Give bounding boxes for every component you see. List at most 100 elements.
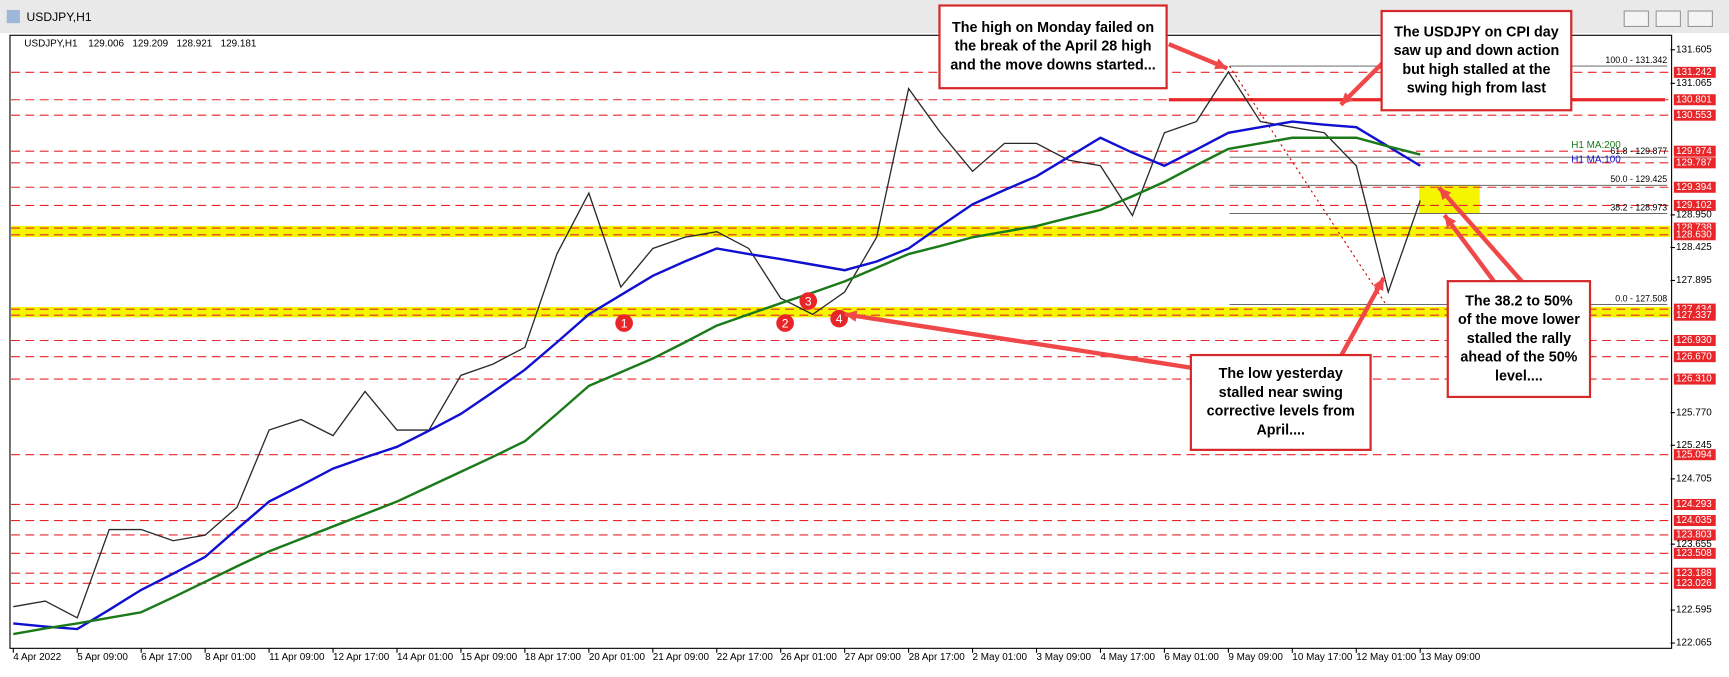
level-label: 123.188 <box>1676 568 1712 579</box>
annotation-text: April.... <box>1256 422 1305 438</box>
level-label: 123.508 <box>1676 548 1712 559</box>
swing-marker <box>776 314 794 332</box>
level-label: 125.094 <box>1676 449 1712 460</box>
level-label: 129.787 <box>1676 157 1712 168</box>
callout-arrow <box>844 312 1203 372</box>
ma-label: H1 MA:100 <box>1571 155 1621 166</box>
y-tick-label: 127.895 <box>1676 275 1712 286</box>
x-tick-label: 28 Apr 17:00 <box>909 652 966 663</box>
callout-arrow <box>1437 185 1524 283</box>
window-icon <box>6 9 20 24</box>
level-label: 123.026 <box>1676 578 1712 589</box>
y-tick-label: 128.950 <box>1676 209 1712 220</box>
plot-frame <box>9 34 1673 649</box>
price-line <box>13 70 1421 619</box>
x-tick-label: 8 Apr 01:00 <box>205 652 256 663</box>
symbol-header: USDJPY,H1 <box>24 39 78 50</box>
level-label-bg <box>1673 515 1716 527</box>
ohlc-value: 129.006 <box>88 39 124 50</box>
level-label-bg <box>1673 449 1716 461</box>
annotation-text: saw up and down action <box>1394 43 1560 59</box>
level-label-bg <box>1673 94 1716 106</box>
level-label-bg <box>1673 498 1716 511</box>
x-tick-label: 4 May 17:00 <box>1100 652 1155 663</box>
level-label-bg <box>1673 199 1716 211</box>
x-tick-label: 5 Apr 09:00 <box>77 652 128 663</box>
moving-average <box>13 136 1421 636</box>
level-label-bg <box>1673 567 1716 579</box>
arrow-head <box>1438 187 1452 201</box>
annotation-text: The 38.2 to 50% <box>1465 293 1573 309</box>
maximize-button[interactable] <box>1655 10 1681 28</box>
level-label-bg <box>1673 157 1716 169</box>
level-label: 129.394 <box>1676 182 1712 193</box>
level-label-bg <box>1673 577 1716 589</box>
level-label: 128.738 <box>1676 223 1712 234</box>
annotation-text: corrective levels from <box>1207 404 1355 420</box>
level-label: 129.974 <box>1676 146 1712 157</box>
arrow-head <box>1444 215 1457 228</box>
level-label: 126.930 <box>1676 335 1712 346</box>
swing-marker-label: 1 <box>621 316 628 330</box>
minimize-button[interactable] <box>1623 10 1650 28</box>
level-label: 130.801 <box>1676 94 1712 105</box>
annotation-text: level.... <box>1495 368 1543 384</box>
fib-label: 0.0 - 127.508 <box>1615 293 1667 303</box>
y-tick-label: 123.655 <box>1676 539 1712 550</box>
level-label-bg <box>1673 547 1716 559</box>
close-button[interactable] <box>1687 10 1713 28</box>
ohlc-value: 128.921 <box>176 39 212 50</box>
annotation-text: stalled the rally <box>1467 331 1571 347</box>
annotation-text: The high on Monday failed on <box>952 20 1154 36</box>
x-tick-label: 12 May 01:00 <box>1356 652 1417 663</box>
x-tick-label: 10 May 17:00 <box>1292 652 1353 663</box>
x-tick-label: 21 Apr 09:00 <box>653 652 710 663</box>
annotation: The low yesterday stalled near swing corre… <box>1189 353 1372 451</box>
level-label-bg <box>1673 222 1716 234</box>
annotation-text: and the move downs started... <box>950 57 1155 73</box>
fib-label: 100.0 - 131.342 <box>1605 55 1667 65</box>
fib-trend <box>1229 65 1387 305</box>
swing-marker-label: 3 <box>805 294 812 308</box>
callout-arrow <box>1337 276 1386 360</box>
level-label: 124.035 <box>1676 515 1712 526</box>
level-label: 127.434 <box>1676 304 1712 315</box>
window-buttons[interactable] <box>1623 10 1713 28</box>
x-tick-label: 9 May 09:00 <box>1228 652 1283 663</box>
annotation-text: swing high from last <box>1407 81 1547 97</box>
swing-marker-label: 4 <box>836 312 843 326</box>
arrow-head <box>1373 277 1384 292</box>
level-label-bg <box>1673 303 1716 315</box>
level-label-bg <box>1673 109 1716 121</box>
level-label: 126.310 <box>1676 374 1712 385</box>
x-tick-label: 3 May 09:00 <box>1037 652 1092 663</box>
level-label-bg <box>1673 351 1716 363</box>
x-tick-label: 15 Apr 09:00 <box>461 652 518 663</box>
level-label: 131.242 <box>1676 67 1712 78</box>
fib-label: 38.2 - 128.973 <box>1610 202 1667 212</box>
level-label: 128.630 <box>1676 229 1712 240</box>
annotation-text: the break of the April 28 high <box>955 39 1152 55</box>
x-tick-label: 18 Apr 17:00 <box>525 652 582 663</box>
annotation-text: but high stalled at the <box>1402 62 1550 78</box>
y-tick-label: 128.425 <box>1676 242 1712 253</box>
x-tick-label: 26 Apr 01:00 <box>781 652 838 663</box>
x-tick-label: 11 Apr 09:00 <box>269 652 325 663</box>
annotation-text: The low yesterday <box>1219 366 1343 382</box>
y-tick-label: 131.605 <box>1676 44 1712 55</box>
arrow-head <box>1214 58 1228 70</box>
arrow-head <box>844 310 858 322</box>
x-tick-label: 6 May 01:00 <box>1164 652 1219 663</box>
y-tick-label: 122.595 <box>1676 605 1712 616</box>
annotation-box <box>938 4 1168 90</box>
level-label-bg <box>1673 181 1716 193</box>
swing-marker <box>799 292 818 310</box>
x-tick-label: 4 Apr 2022 <box>13 652 61 663</box>
level-label: 130.553 <box>1676 110 1712 121</box>
swing-marker <box>615 314 633 332</box>
x-tick-label: 6 Apr 17:00 <box>141 652 192 663</box>
annotation: The high on Monday failed on the break of… <box>938 4 1168 90</box>
moving-average <box>13 120 1421 631</box>
